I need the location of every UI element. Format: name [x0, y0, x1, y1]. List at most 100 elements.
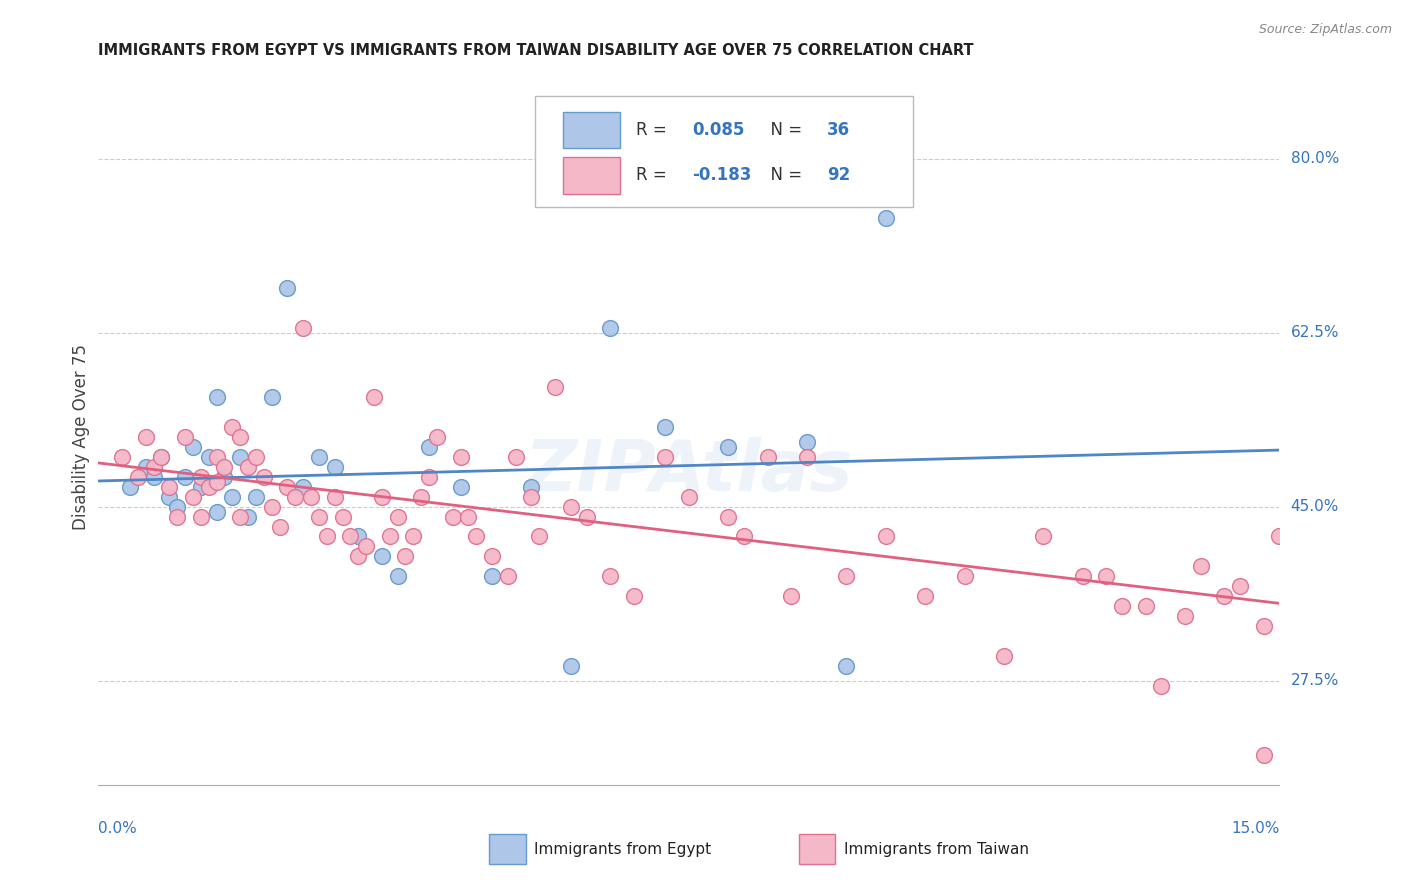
Point: [623, 589, 645, 603]
Point: [599, 320, 621, 334]
Point: [308, 450, 330, 464]
Point: [190, 470, 212, 484]
Text: 0.0%: 0.0%: [98, 821, 138, 836]
Point: [418, 470, 440, 484]
Point: [599, 569, 621, 583]
Point: [496, 569, 519, 583]
Text: IMMIGRANTS FROM EGYPT VS IMMIGRANTS FROM TAIWAN DISABILITY AGE OVER 75 CORRELATI: IMMIGRANTS FROM EGYPT VS IMMIGRANTS FROM…: [98, 43, 974, 58]
Point: [371, 490, 394, 504]
Point: [520, 480, 543, 494]
Point: [205, 390, 228, 404]
Point: [529, 529, 551, 543]
Point: [1150, 679, 1173, 693]
Point: [127, 470, 149, 484]
Point: [1308, 599, 1330, 613]
Point: [236, 459, 259, 474]
Text: 45.0%: 45.0%: [1291, 500, 1339, 514]
Point: [717, 509, 740, 524]
Text: Source: ZipAtlas.com: Source: ZipAtlas.com: [1258, 22, 1392, 36]
Point: [481, 549, 503, 564]
Point: [756, 450, 779, 464]
Point: [197, 480, 219, 494]
Point: [678, 490, 700, 504]
Point: [465, 529, 488, 543]
Point: [135, 459, 157, 474]
Point: [654, 450, 676, 464]
Point: [269, 519, 291, 533]
Point: [166, 509, 188, 524]
Point: [1174, 609, 1197, 624]
Point: [221, 420, 243, 434]
Point: [354, 540, 377, 554]
Point: [1111, 599, 1133, 613]
Point: [229, 430, 252, 444]
Point: [181, 490, 204, 504]
Text: ZIPAtlas: ZIPAtlas: [524, 437, 853, 507]
Point: [733, 529, 755, 543]
Text: N =: N =: [759, 167, 807, 185]
Point: [157, 490, 180, 504]
Point: [520, 490, 543, 504]
Point: [363, 390, 385, 404]
Point: [796, 450, 818, 464]
Point: [299, 490, 322, 504]
FancyBboxPatch shape: [562, 157, 620, 194]
Point: [181, 440, 204, 454]
Point: [347, 549, 370, 564]
Point: [575, 509, 598, 524]
Point: [780, 589, 803, 603]
Point: [323, 459, 346, 474]
Point: [174, 470, 197, 484]
Text: 27.5%: 27.5%: [1291, 673, 1339, 688]
Point: [450, 450, 472, 464]
Point: [284, 490, 307, 504]
Text: 80.0%: 80.0%: [1291, 152, 1339, 166]
Point: [276, 281, 298, 295]
Text: 0.085: 0.085: [693, 121, 745, 139]
Point: [205, 450, 228, 464]
Point: [253, 470, 276, 484]
Point: [1071, 569, 1094, 583]
Point: [339, 529, 361, 543]
Point: [245, 450, 267, 464]
Point: [135, 430, 157, 444]
Point: [402, 529, 425, 543]
Point: [347, 529, 370, 543]
Text: 62.5%: 62.5%: [1291, 326, 1339, 340]
Text: R =: R =: [636, 121, 672, 139]
Point: [441, 509, 464, 524]
Point: [308, 509, 330, 524]
Point: [1253, 748, 1275, 763]
Point: [835, 569, 858, 583]
Point: [150, 450, 173, 464]
Point: [197, 450, 219, 464]
Point: [1268, 529, 1291, 543]
Point: [221, 490, 243, 504]
Point: [1095, 569, 1118, 583]
Text: 92: 92: [827, 167, 851, 185]
Point: [142, 459, 165, 474]
Point: [236, 509, 259, 524]
Point: [835, 658, 858, 673]
Point: [560, 500, 582, 514]
Point: [1213, 589, 1236, 603]
Point: [260, 500, 283, 514]
Point: [1135, 599, 1157, 613]
Point: [157, 480, 180, 494]
Point: [205, 505, 228, 519]
Point: [717, 440, 740, 454]
Point: [371, 549, 394, 564]
Point: [457, 509, 479, 524]
Point: [1292, 599, 1315, 613]
Text: Immigrants from Egypt: Immigrants from Egypt: [534, 842, 711, 856]
Point: [292, 320, 315, 334]
Point: [205, 475, 228, 489]
Point: [544, 380, 567, 394]
Text: 15.0%: 15.0%: [1232, 821, 1279, 836]
Point: [426, 430, 449, 444]
Point: [796, 435, 818, 450]
Point: [481, 569, 503, 583]
Text: -0.183: -0.183: [693, 167, 752, 185]
Point: [1189, 559, 1212, 574]
Point: [315, 529, 337, 543]
